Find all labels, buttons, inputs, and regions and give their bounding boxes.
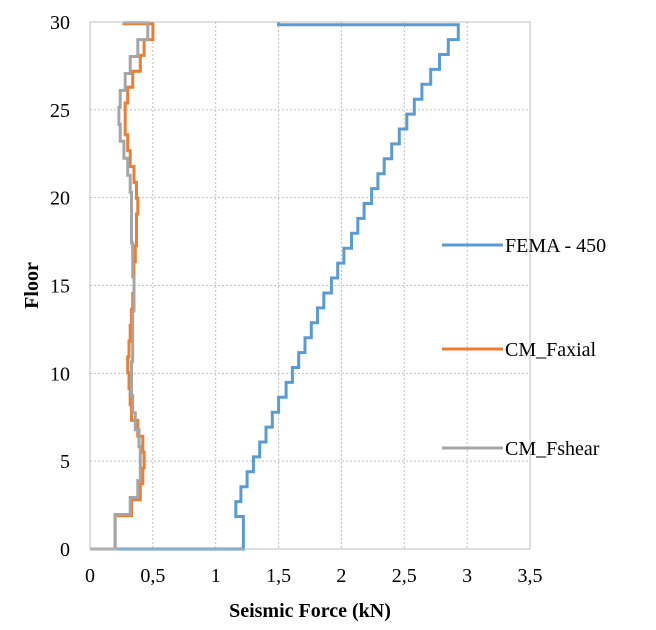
series-layer xyxy=(90,21,460,551)
grid xyxy=(90,22,530,549)
legend: FEMA - 450 CM_Faxial CM_Fshear xyxy=(442,235,606,460)
x-tick-label: 1 xyxy=(211,565,221,587)
y-tick-label: 15 xyxy=(50,276,70,298)
series-line-1 xyxy=(90,22,460,551)
x-tick-label: 3 xyxy=(462,565,472,587)
y-tick-label: 20 xyxy=(50,188,70,210)
y-tick-label: 5 xyxy=(60,451,70,473)
y-tick-label: 0 xyxy=(60,539,70,561)
legend-label: FEMA - 450 xyxy=(505,235,606,257)
y-axis-title: Floor xyxy=(21,262,43,309)
x-tick-label: 0,5 xyxy=(140,565,165,587)
plot-frame xyxy=(89,21,531,550)
y-tick-label: 30 xyxy=(50,12,70,34)
x-tick-label: 2,5 xyxy=(392,565,417,587)
x-axis-title: Seismic Force (kN) xyxy=(229,600,391,622)
x-tick-label: 3,5 xyxy=(518,565,543,587)
x-tick-label: 2 xyxy=(336,565,346,587)
tick-labels: 0 0,5 1 1,5 2 2,5 3 3,5 0 5 10 15 20 25 30 xyxy=(50,12,543,587)
legend-label: CM_Faxial xyxy=(505,339,597,361)
x-tick-label: 0 xyxy=(85,565,95,587)
y-tick-label: 10 xyxy=(50,363,70,385)
legend-label: CM_Fshear xyxy=(505,438,600,460)
series-line-3 xyxy=(90,21,150,551)
y-tick-label: 25 xyxy=(50,100,70,122)
x-tick-label: 1,5 xyxy=(266,565,291,587)
